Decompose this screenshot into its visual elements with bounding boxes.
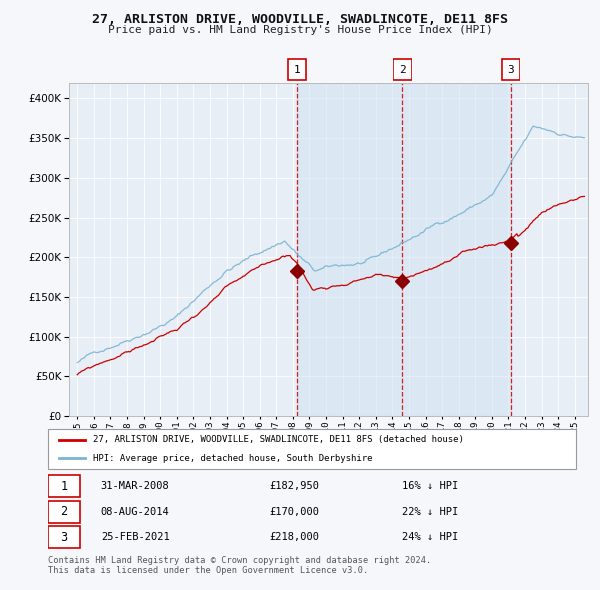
- Text: 16% ↓ HPI: 16% ↓ HPI: [402, 481, 458, 491]
- Text: £182,950: £182,950: [270, 481, 320, 491]
- Text: £218,000: £218,000: [270, 532, 320, 542]
- Text: 27, ARLISTON DRIVE, WOODVILLE, SWADLINCOTE, DE11 8FS: 27, ARLISTON DRIVE, WOODVILLE, SWADLINCO…: [92, 13, 508, 26]
- Text: HPI: Average price, detached house, South Derbyshire: HPI: Average price, detached house, Sout…: [93, 454, 373, 463]
- Text: 24% ↓ HPI: 24% ↓ HPI: [402, 532, 458, 542]
- Text: 31-MAR-2008: 31-MAR-2008: [101, 481, 170, 491]
- Bar: [297, 83, 511, 416]
- FancyBboxPatch shape: [48, 526, 80, 549]
- Text: 3: 3: [508, 65, 514, 74]
- Text: 08-AUG-2014: 08-AUG-2014: [101, 507, 170, 517]
- FancyBboxPatch shape: [48, 501, 80, 523]
- Text: 3: 3: [60, 531, 67, 544]
- Text: Price paid vs. HM Land Registry's House Price Index (HPI): Price paid vs. HM Land Registry's House …: [107, 25, 493, 35]
- Text: 22% ↓ HPI: 22% ↓ HPI: [402, 507, 458, 517]
- Text: 1: 1: [293, 65, 301, 74]
- FancyBboxPatch shape: [288, 59, 306, 80]
- FancyBboxPatch shape: [48, 429, 576, 469]
- Text: 27, ARLISTON DRIVE, WOODVILLE, SWADLINCOTE, DE11 8FS (detached house): 27, ARLISTON DRIVE, WOODVILLE, SWADLINCO…: [93, 435, 464, 444]
- Text: 25-FEB-2021: 25-FEB-2021: [101, 532, 170, 542]
- Text: 2: 2: [60, 505, 67, 519]
- Text: Contains HM Land Registry data © Crown copyright and database right 2024.
This d: Contains HM Land Registry data © Crown c…: [48, 556, 431, 575]
- Text: £170,000: £170,000: [270, 507, 320, 517]
- FancyBboxPatch shape: [502, 59, 520, 80]
- FancyBboxPatch shape: [393, 59, 412, 80]
- FancyBboxPatch shape: [48, 475, 80, 497]
- Text: 2: 2: [399, 65, 406, 74]
- Text: 1: 1: [60, 480, 67, 493]
